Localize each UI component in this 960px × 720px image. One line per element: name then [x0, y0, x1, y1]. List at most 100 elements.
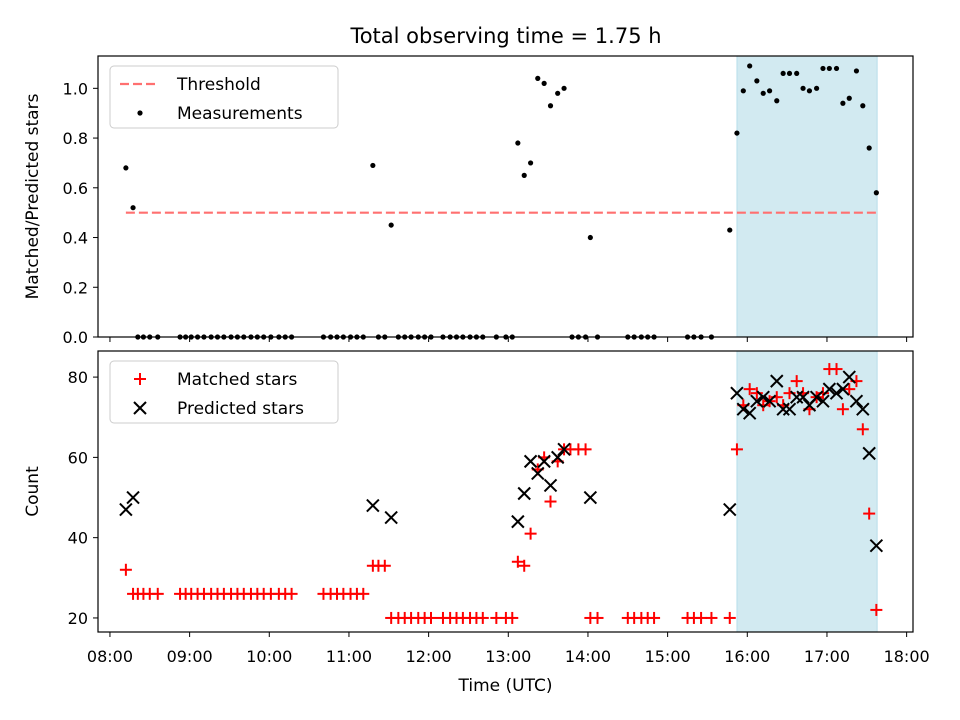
top-series-0-point-91 [846, 95, 852, 101]
bottom-ytick-label-2: 60 [68, 448, 88, 467]
bottom-series-1-point-3 [384, 510, 398, 525]
bottom-series-1-point-35 [869, 538, 884, 553]
top-series-0-point-86 [814, 85, 820, 91]
top-series-0-point-57 [555, 90, 561, 96]
top-series-0-point-83 [794, 70, 800, 77]
top-series-0-point-1 [130, 205, 136, 211]
bottom-series-1 [119, 370, 884, 553]
bottom-series-1-point-21 [776, 402, 790, 416]
top-shaded-region [736, 55, 878, 338]
bottom-series-1-point-15 [736, 402, 751, 416]
bottom-ytick-label-3: 80 [68, 368, 88, 387]
bottom-series-1-point-22 [782, 402, 797, 416]
top-series-0-point-54 [535, 75, 541, 81]
bottom-series-1-point-8 [537, 454, 551, 469]
bottom-xlabel: Time (UTC) [458, 676, 553, 696]
top-series-0-point-51 [515, 140, 521, 146]
bottom-legend-entry-0-label: Matched stars [177, 370, 297, 390]
bottom-axes: 20 40 60 80 08:00 09:00 10:00 11:00 12:00 13:00 14… [23, 350, 930, 696]
bottom-xtick-label-9: 17:00 [804, 647, 850, 666]
top-series-0-point-89 [833, 65, 840, 72]
bottom-series-1-point-27 [816, 394, 830, 408]
bottom-series-1-point-31 [842, 370, 856, 384]
bottom-series-1-point-28 [822, 382, 837, 396]
bottom-series-0-point-33 [378, 559, 391, 572]
top-series-0-point-76 [747, 63, 753, 69]
top-series-0-point-52 [521, 172, 527, 178]
bottom-series-0-point-89 [830, 363, 843, 376]
bottom-series-0-point-94 [863, 507, 876, 520]
bottom-xtick-label-4: 12:00 [406, 647, 452, 666]
bottom-series-0-point-40 [425, 611, 438, 624]
bottom-series-0-point-68 [648, 611, 661, 624]
bottom-series-1-point-12 [583, 490, 598, 505]
bottom-legend-entry-0-marker [134, 373, 146, 385]
bottom-series-1-point-17 [750, 394, 764, 408]
top-series-0-point-78 [760, 90, 766, 96]
top-ytick-label-0: 0.0 [63, 328, 88, 347]
bottom-series-1-point-0 [119, 502, 133, 517]
bottom-series-1-point-24 [796, 390, 810, 404]
top-ytick-label-1: 0.2 [63, 278, 88, 297]
bottom-xtick-label-2: 10:00 [246, 647, 292, 666]
bottom-legend-entry-0: Matched stars [134, 370, 297, 390]
top-ytick-label-5: 1.0 [63, 79, 88, 98]
bottom-series-0-point-78 [757, 399, 770, 412]
bottom-series-1-point-20 [770, 374, 784, 388]
top-series-0-point-79 [766, 88, 773, 94]
bottom-series-1-point-18 [756, 390, 770, 404]
top-series-0-point-87 [820, 65, 826, 72]
bottom-series-0-point-71 [695, 611, 708, 624]
top-series-0-point-74 [734, 130, 740, 136]
bottom-ylabel: Count [23, 466, 43, 517]
bottom-legend-entry-1-label: Predicted stars [177, 399, 304, 419]
bottom-series-0-point-47 [476, 611, 489, 624]
top-series-0-point-31 [370, 162, 376, 169]
bottom-series-0-point-0 [119, 563, 132, 576]
bottom-series-0-point-23 [285, 587, 298, 600]
bottom-series-1-point-16 [742, 406, 757, 420]
bottom-series-0-point-83 [790, 375, 803, 388]
bottom-legend-box [109, 360, 339, 424]
top-series-0-point-55 [541, 80, 547, 86]
figure-title: Total observing time = 1.75 h [349, 24, 661, 48]
top-series-0-point-58 [561, 85, 567, 91]
bottom-series-0-point-30 [357, 587, 370, 600]
top-series-0-point-84 [800, 85, 806, 91]
bottom-series-0-point-73 [723, 611, 736, 624]
bottom-series-1-point-2 [366, 498, 380, 513]
bottom-series-0-point-76 [743, 383, 756, 396]
bottom-series-0-point-91 [843, 383, 856, 396]
top-series-0-point-92 [853, 68, 860, 74]
top-series-0-point-85 [806, 88, 813, 94]
top-series-0-point-0 [123, 165, 129, 171]
top-series-0-point-88 [826, 65, 832, 72]
top-ytick-label-4: 0.8 [63, 129, 88, 148]
top-series-0-point-94 [866, 145, 872, 151]
top-series-0-point-80 [774, 98, 780, 104]
top-legend: Threshold Measurements [109, 65, 339, 129]
bottom-xtick-label-1: 09:00 [167, 647, 213, 666]
top-ytick-label-2: 0.4 [63, 229, 88, 248]
top-series-0-point-95 [873, 190, 879, 196]
bottom-series-0-point-93 [856, 423, 869, 436]
bottom-series-1-point-14 [730, 386, 744, 400]
bottom-xtick-label-5: 13:00 [485, 647, 531, 666]
bottom-series-1-point-9 [543, 478, 558, 493]
bottom-series-1-point-11 [557, 442, 571, 457]
top-series-0-point-82 [786, 70, 793, 77]
top-series-0-point-53 [527, 160, 534, 166]
bottom-series-0-point-77 [750, 387, 763, 400]
bottom-legend-entry-1: Predicted stars [133, 399, 304, 419]
bottom-ytick-label-0: 20 [68, 609, 88, 628]
top-legend-entry-0-label: Threshold [176, 75, 261, 95]
bottom-legend: Matched stars Predicted stars [109, 360, 339, 424]
top-axes-frame [97, 55, 914, 338]
bottom-series-1-point-5 [517, 486, 531, 501]
top-legend-box [109, 65, 339, 129]
bottom-series-0-point-74 [730, 443, 743, 456]
bottom-ytick-label-1: 40 [68, 529, 88, 548]
bottom-xtick-label-3: 11:00 [326, 647, 372, 666]
top-legend-entry-1-label: Measurements [177, 104, 303, 124]
